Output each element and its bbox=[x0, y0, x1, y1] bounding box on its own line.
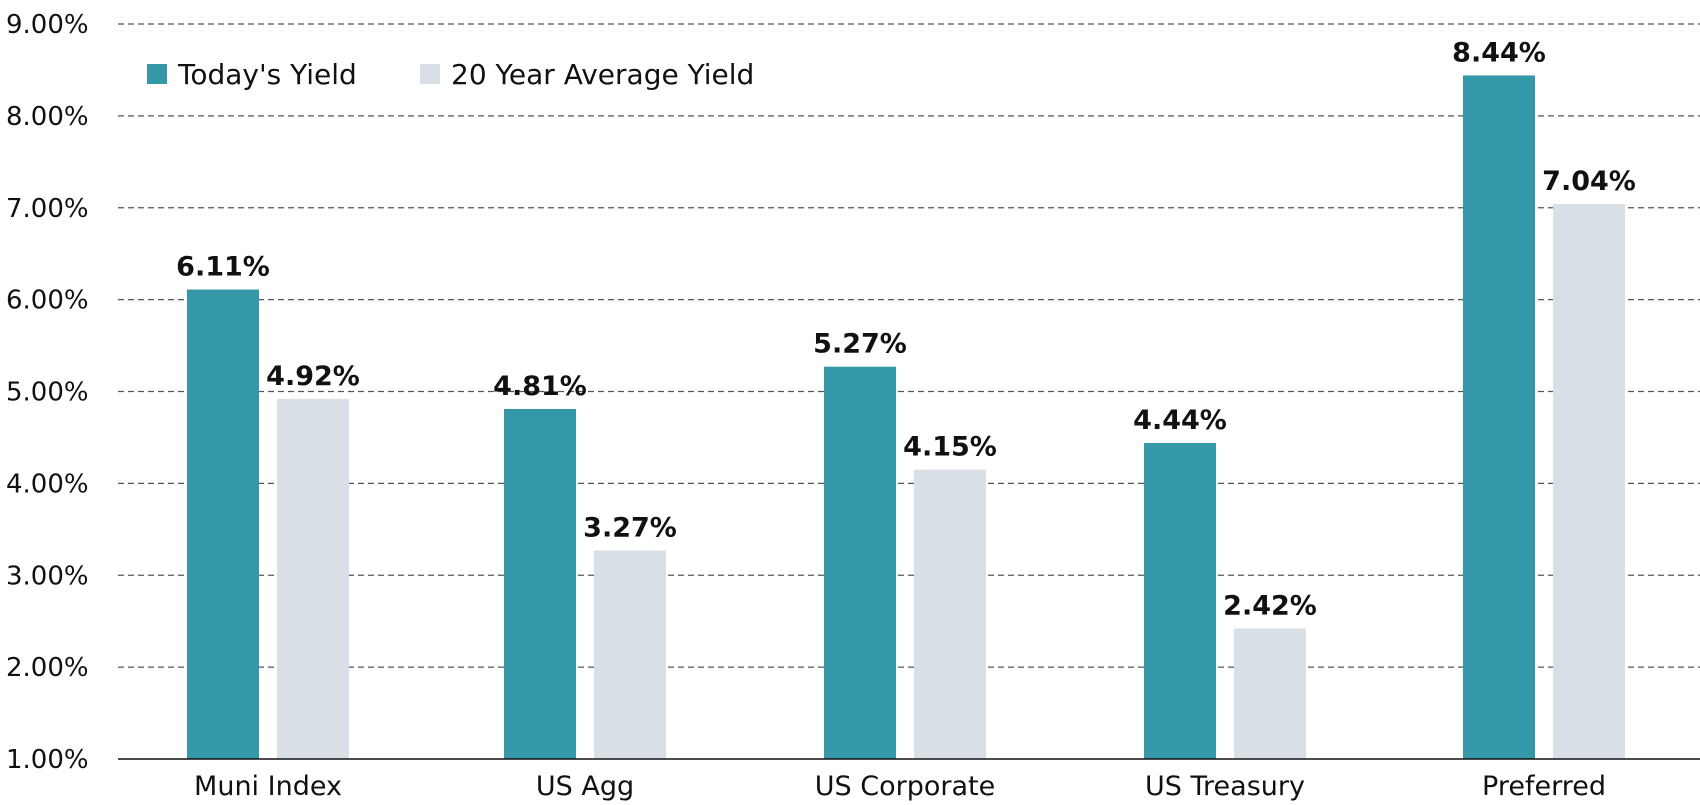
x-axis-categories: Muni Index US Agg US Corporate US Treasury P… bbox=[194, 771, 1606, 802]
x-category-label: US Treasury bbox=[1145, 771, 1305, 801]
legend-label: 20 Year Average Yield bbox=[451, 58, 754, 91]
bar-todays-yield bbox=[824, 366, 896, 759]
data-label: 4.81% bbox=[493, 371, 587, 402]
y-tick-label: 2.00% bbox=[6, 653, 89, 683]
x-category-label: US Corporate bbox=[815, 771, 995, 801]
data-label: 2.42% bbox=[1223, 591, 1317, 622]
y-tick-label: 4.00% bbox=[6, 469, 89, 499]
data-label: 4.15% bbox=[903, 432, 997, 463]
data-label: 4.44% bbox=[1133, 405, 1227, 436]
y-tick-label: 6.00% bbox=[6, 286, 89, 316]
bar-todays-yield bbox=[1463, 75, 1535, 759]
data-label: 6.11% bbox=[176, 252, 270, 283]
x-category-label: Muni Index bbox=[194, 771, 342, 801]
data-label: 4.92% bbox=[266, 361, 360, 392]
y-tick-label: 1.00% bbox=[6, 745, 89, 775]
data-label: 7.04% bbox=[1542, 166, 1636, 197]
bars bbox=[187, 75, 1625, 759]
bar-20yr-avg-yield bbox=[1553, 204, 1625, 759]
y-tick-label: 9.00% bbox=[6, 10, 89, 40]
bar-20yr-avg-yield bbox=[914, 469, 986, 759]
legend-swatch bbox=[420, 64, 440, 84]
y-axis-ticks: 1.00% 2.00% 3.00% 4.00% 5.00% 6.00% 7.00% 8.00%… bbox=[6, 10, 89, 775]
y-tick-label: 3.00% bbox=[6, 561, 89, 591]
legend-swatch bbox=[147, 64, 167, 84]
bar-20yr-avg-yield bbox=[594, 550, 666, 759]
legend: Today's Yield 20 Year Average Yield bbox=[147, 58, 754, 91]
x-category-label: US Agg bbox=[536, 771, 634, 801]
bar-todays-yield bbox=[1144, 442, 1216, 759]
y-tick-label: 5.00% bbox=[6, 378, 89, 408]
legend-label: Today's Yield bbox=[177, 58, 357, 91]
data-label: 5.27% bbox=[813, 329, 907, 360]
bar-20yr-avg-yield bbox=[277, 398, 349, 759]
bar-20yr-avg-yield bbox=[1234, 628, 1306, 759]
y-tick-label: 8.00% bbox=[6, 102, 89, 132]
data-label: 8.44% bbox=[1452, 37, 1546, 68]
bar-todays-yield bbox=[504, 408, 576, 759]
data-labels: 6.11% 4.92% 4.81% 3.27% 5.27% 4.15% 4.44% 2.42%… bbox=[176, 37, 1636, 621]
bar-todays-yield bbox=[187, 289, 259, 759]
y-tick-label: 7.00% bbox=[6, 194, 89, 224]
data-label: 3.27% bbox=[583, 512, 677, 543]
gridlines bbox=[118, 23, 1700, 668]
x-category-label: Preferred bbox=[1482, 771, 1606, 801]
